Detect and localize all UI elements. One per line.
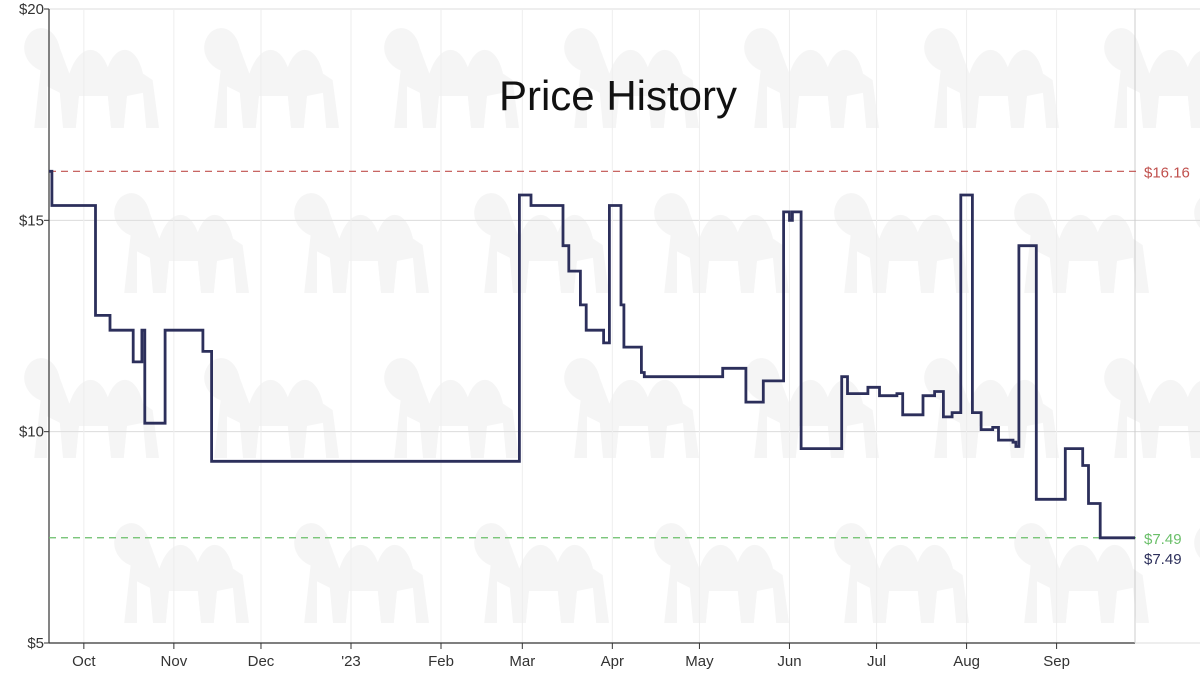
chart-title: Price History (499, 72, 737, 119)
y-axis-ticks: $5 $10 $15 $20 (19, 1, 49, 652)
x-tick-label: Sep (1043, 653, 1070, 670)
y-tick-label: $10 (19, 424, 44, 441)
camel-watermark-icon (834, 193, 969, 293)
x-tick-label: Apr (601, 653, 624, 670)
camel-watermark-icon (294, 523, 429, 623)
camel-watermark-icon (1014, 193, 1149, 293)
camel-watermark-icon (474, 193, 609, 293)
camel-watermark-icon (114, 523, 250, 623)
price-step-line (49, 169, 1135, 540)
camel-watermark-icon (24, 358, 159, 458)
watermark-camel-pattern (24, 28, 1200, 623)
price-series: $7.49 (49, 169, 1182, 568)
camel-watermark-icon (1104, 358, 1200, 459)
camel-watermark-icon (1194, 528, 1200, 558)
camel-watermark-icon (564, 358, 699, 458)
camel-watermark-icon (564, 28, 699, 128)
camel-watermark-icon (474, 523, 609, 623)
x-tick-label: Feb (428, 653, 454, 670)
camel-watermark-icon (294, 193, 429, 293)
camel-watermark-icon (384, 28, 519, 128)
y-tick-label: $15 (19, 212, 44, 229)
camel-watermark-icon (1014, 523, 1149, 623)
reference-lines: $16.16 $7.49 (49, 164, 1190, 548)
camel-watermark-icon (204, 28, 339, 128)
camel-watermark-icon (744, 358, 879, 458)
x-axis-ticks: Oct Nov Dec '23 Feb Mar Apr May Jun Jul Aug Sep (72, 643, 1070, 670)
x-tick-label: Dec (248, 653, 275, 670)
x-tick-label: Jun (777, 653, 801, 670)
x-tick-label: '23 (341, 653, 361, 670)
camel-watermark-icon (924, 358, 1059, 458)
reference-line-label: $16.16 (1144, 164, 1190, 181)
x-tick-label: Nov (161, 653, 188, 670)
x-tick-label: Oct (72, 653, 96, 670)
current-price-label: $7.49 (1144, 551, 1182, 568)
x-tick-label: May (685, 653, 714, 670)
y-tick-label: $20 (19, 1, 44, 18)
camel-watermark-icon (204, 358, 339, 458)
camel-watermark-icon (24, 28, 159, 128)
camel-watermark-icon (654, 523, 789, 623)
camel-watermark-icon (1194, 198, 1200, 228)
x-tick-label: Mar (509, 653, 535, 670)
camel-watermark-icon (744, 28, 879, 128)
camel-watermark-icon (924, 28, 1059, 128)
camel-watermark-icon (1104, 28, 1200, 129)
reference-line-label: $7.49 (1144, 531, 1182, 548)
y-tick-label: $5 (27, 635, 44, 652)
x-tick-label: Aug (953, 653, 980, 670)
camel-watermark-icon (114, 193, 250, 293)
camel-watermark-icon (654, 193, 789, 293)
x-tick-label: Jul (867, 653, 886, 670)
camel-watermark-icon (834, 523, 969, 623)
camel-watermark-icon (384, 358, 519, 458)
